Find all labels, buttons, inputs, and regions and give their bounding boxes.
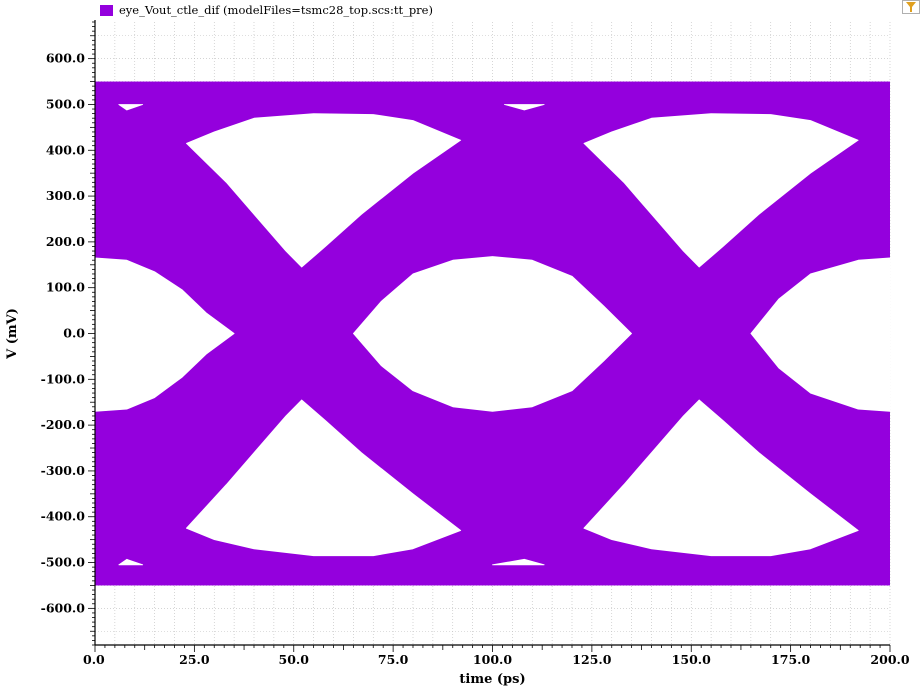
y-tick-label: 500.0: [46, 96, 85, 111]
axis-labels: 600.0 500.0 400.0 300.0 200.0 100.0 0.0 -100.0 -…: [5, 51, 910, 687]
y-tick-label: 100.0: [46, 280, 85, 295]
x-tick-label: 175.0: [771, 652, 810, 667]
eye-opening-notch: [118, 558, 144, 566]
y-tick-label: 400.0: [46, 142, 85, 157]
x-tick-label: 125.0: [572, 652, 611, 667]
x-axis-label: time (ps): [459, 672, 525, 687]
y-tick-label: -500.0: [41, 555, 86, 570]
marker-flag-icon[interactable]: [902, 0, 920, 14]
y-tick-label: 600.0: [46, 51, 85, 66]
eye-opening-notch: [492, 558, 545, 566]
x-tick-label: 100.0: [473, 652, 512, 667]
legend: eye_Vout_ctle_dif (modelFiles=tsmc28_top…: [100, 2, 433, 18]
legend-label: eye_Vout_ctle_dif (modelFiles=tsmc28_top…: [119, 3, 433, 17]
eye-opening-upper-lobe: [185, 113, 462, 268]
x-tick-label: 0.0: [83, 652, 105, 667]
y-tick-label: -200.0: [41, 417, 86, 432]
x-tick-label: 25.0: [179, 652, 210, 667]
eye-opening-center-eye: [352, 256, 632, 412]
x-tick-label: 50.0: [279, 652, 310, 667]
eye-opening-lower-lobe: [583, 399, 859, 557]
y-tick-label: 0.0: [63, 326, 85, 341]
x-tick-label: 200.0: [870, 652, 909, 667]
y-tick-label: -300.0: [41, 463, 86, 478]
eye-opening-edge-eye-right: [750, 257, 891, 412]
eye-opening-edge-eye-left: [94, 257, 235, 412]
y-tick-label: 300.0: [46, 188, 85, 203]
eye-opening-notch: [503, 104, 545, 111]
y-axis-label: V (mV): [5, 308, 20, 360]
x-tick-label: 75.0: [378, 652, 409, 667]
y-tick-label: 200.0: [46, 234, 85, 249]
eye-opening-notch: [118, 104, 144, 111]
x-tick-label: 150.0: [672, 652, 711, 667]
eye-opening-upper-lobe: [583, 113, 859, 268]
y-tick-label: -100.0: [41, 371, 86, 386]
legend-swatch: [100, 4, 113, 16]
eye-opening-lower-lobe: [185, 399, 462, 557]
y-tick-label: -400.0: [41, 509, 86, 524]
axes: [88, 20, 891, 652]
y-tick-label: -600.0: [41, 600, 86, 615]
trace-layer: [94, 81, 891, 586]
